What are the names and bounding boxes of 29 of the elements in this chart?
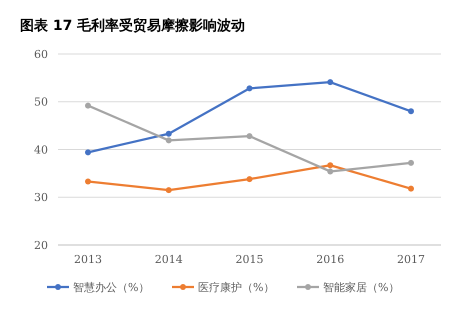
y-tick-label: 20 [34, 238, 48, 252]
point [85, 178, 91, 184]
y-tick-label: 30 [34, 191, 48, 204]
x-tick-label: 2015 [236, 253, 264, 266]
point [246, 85, 252, 92]
legend-label: 医疗康护（%） [198, 280, 274, 294]
point [327, 162, 334, 168]
legend-label: 智能家居（%） [323, 280, 400, 294]
legend-label: 智慧办公（%） [73, 280, 150, 294]
point [246, 176, 252, 182]
point [166, 137, 172, 144]
point [166, 187, 172, 194]
point [327, 168, 334, 174]
point [327, 79, 334, 86]
point [408, 108, 414, 114]
x-tick-label: 2017 [397, 253, 425, 266]
point [408, 186, 414, 192]
point [246, 133, 252, 140]
point [85, 102, 91, 109]
point [85, 149, 91, 156]
chart-title: 图表 17 毛利率受贸易摩擦影响波动 [20, 17, 246, 34]
y-tick-label: 50 [34, 96, 48, 109]
y-tick-label: 60 [34, 48, 48, 61]
x-tick-label: 2016 [316, 253, 344, 266]
point [408, 160, 414, 166]
x-tick-label: 2014 [154, 253, 183, 266]
point [166, 130, 172, 137]
y-tick-label: 40 [34, 143, 48, 156]
x-tick-label: 2013 [74, 253, 102, 266]
